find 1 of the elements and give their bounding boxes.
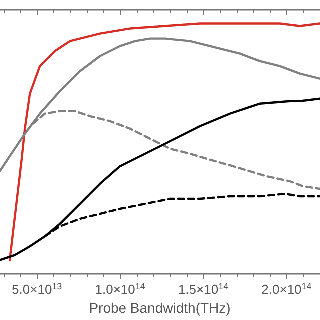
x-axis-title: Probe Bandwidth(THz) <box>89 300 231 316</box>
